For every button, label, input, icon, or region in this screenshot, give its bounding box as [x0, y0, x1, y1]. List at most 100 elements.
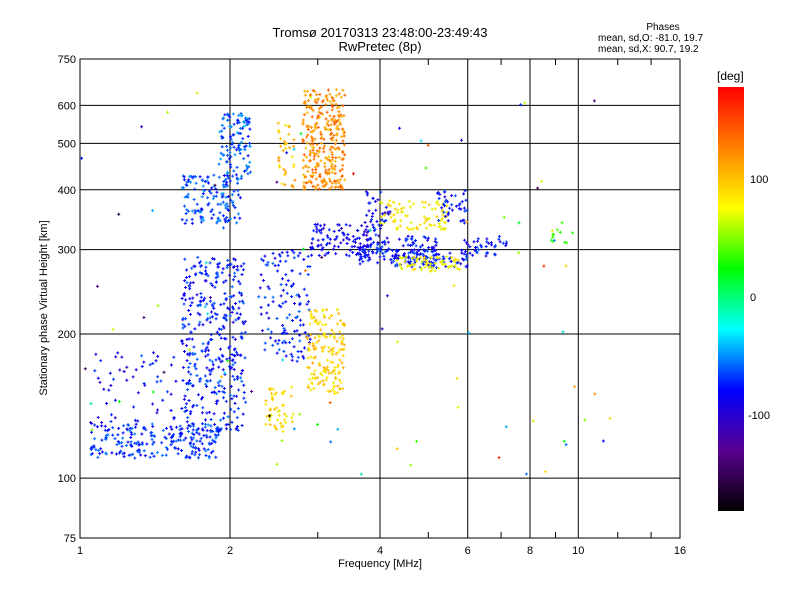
data-point — [247, 117, 251, 121]
data-point — [232, 145, 236, 149]
data-point — [441, 208, 445, 212]
data-point — [280, 425, 283, 429]
data-point — [175, 425, 178, 429]
data-point — [321, 333, 325, 337]
data-point — [174, 446, 178, 450]
data-point — [249, 170, 252, 174]
data-point — [450, 256, 454, 260]
data-point — [185, 420, 189, 424]
data-point — [215, 330, 219, 334]
data-point — [347, 254, 351, 258]
data-point — [209, 333, 213, 337]
data-point — [282, 167, 286, 171]
data-point — [237, 388, 241, 392]
data-point — [242, 383, 246, 387]
data-point — [193, 211, 197, 215]
data-point — [200, 178, 204, 182]
data-point — [324, 378, 328, 382]
data-point — [311, 139, 315, 143]
data-point — [462, 218, 466, 222]
data-point — [281, 358, 285, 362]
data-point — [563, 240, 567, 244]
data-point — [187, 365, 191, 369]
data-point — [333, 390, 336, 394]
data-point — [341, 88, 345, 92]
data-point — [319, 328, 323, 332]
data-point — [296, 355, 300, 359]
data-point — [233, 347, 237, 351]
data-point — [238, 216, 242, 220]
data-point — [121, 436, 125, 440]
data-point — [186, 381, 190, 385]
data-point — [185, 281, 189, 285]
data-point — [391, 248, 394, 252]
data-point — [189, 330, 193, 334]
data-point — [320, 373, 324, 377]
data-point — [285, 291, 289, 295]
data-point — [311, 341, 315, 345]
data-point — [328, 237, 332, 241]
data-point — [344, 223, 348, 227]
data-point — [287, 132, 291, 136]
data-point — [421, 252, 425, 256]
data-point — [239, 376, 243, 380]
data-point — [558, 230, 562, 234]
data-point — [223, 185, 227, 189]
data-point — [456, 405, 460, 409]
data-point — [180, 297, 184, 300]
data-point — [156, 304, 160, 308]
data-point — [460, 251, 464, 255]
data-point — [315, 143, 319, 147]
data-point — [332, 133, 336, 137]
data-point — [201, 395, 205, 399]
data-point — [330, 185, 334, 189]
data-point — [330, 352, 334, 356]
data-point — [156, 354, 160, 358]
data-point — [328, 92, 332, 96]
data-point — [183, 221, 187, 225]
data-point — [317, 254, 321, 257]
data-point — [425, 263, 429, 267]
data-point — [439, 227, 443, 231]
data-point — [313, 336, 317, 340]
data-point — [442, 257, 446, 261]
data-point — [224, 279, 228, 283]
data-point — [194, 181, 198, 185]
data-point — [220, 359, 224, 363]
data-point — [106, 433, 110, 437]
data-point — [406, 264, 409, 268]
data-point — [306, 273, 310, 276]
data-point — [365, 233, 369, 237]
data-point — [337, 105, 341, 109]
data-point — [182, 178, 186, 182]
data-point — [104, 451, 108, 455]
data-point — [115, 443, 119, 447]
data-point — [593, 392, 597, 396]
data-point — [271, 343, 275, 347]
data-point — [220, 145, 224, 149]
data-point — [195, 357, 199, 361]
data-point — [194, 446, 198, 450]
data-point — [331, 360, 335, 364]
data-point — [447, 265, 451, 269]
data-point — [335, 391, 339, 395]
plot-frame — [79, 58, 681, 539]
data-point — [120, 441, 124, 445]
data-point — [242, 262, 246, 266]
data-point — [143, 454, 147, 458]
data-point — [217, 390, 221, 393]
data-point — [220, 129, 224, 133]
data-point — [323, 315, 327, 319]
data-point — [267, 316, 271, 320]
data-point — [183, 406, 187, 409]
data-point — [222, 126, 226, 130]
data-point — [381, 251, 385, 255]
data-point — [324, 156, 328, 160]
data-point — [204, 418, 207, 422]
data-point — [441, 259, 445, 263]
data-point — [240, 174, 244, 178]
data-point — [319, 111, 323, 115]
data-point — [389, 204, 393, 208]
data-point — [412, 248, 416, 252]
data-point — [222, 180, 226, 183]
